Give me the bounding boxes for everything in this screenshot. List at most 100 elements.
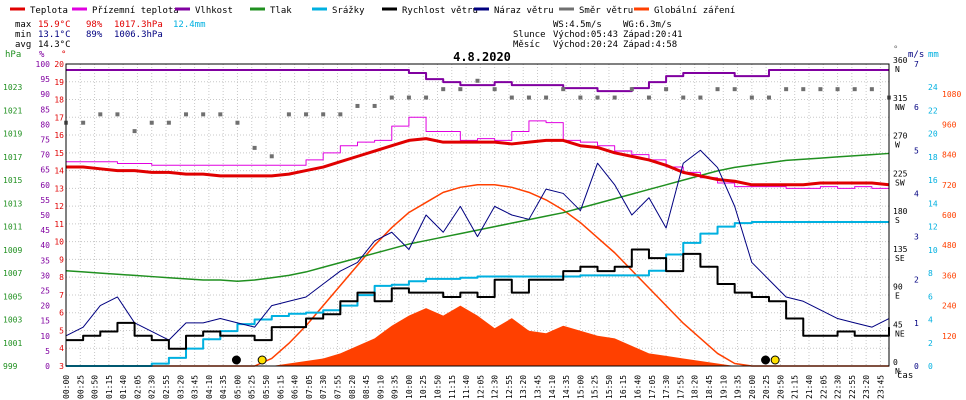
series-wind-direction-point xyxy=(732,87,737,92)
tick-rain: 4 xyxy=(928,316,933,325)
tick-deg: 135 xyxy=(893,245,908,254)
series-wind-direction-point xyxy=(509,95,514,100)
series-wind-direction-point xyxy=(166,120,171,125)
x-tick-label: 05:25 xyxy=(248,375,257,399)
series-wind-direction-point xyxy=(201,112,206,117)
tick-rain: 20 xyxy=(928,130,938,139)
chart-title: 4.8.2020 xyxy=(453,50,511,64)
series-wind-direction-point xyxy=(286,112,291,117)
x-tick-label: 00:00 xyxy=(62,375,71,399)
tick-temp: 11 xyxy=(54,220,64,229)
tick-dir: NE xyxy=(895,329,905,338)
tick-deg: 45 xyxy=(893,320,903,329)
x-tick-label: 02:05 xyxy=(133,375,142,399)
tick-wind: 1 xyxy=(914,319,919,328)
tick-dir: S xyxy=(895,216,900,225)
tick-temp: 19 xyxy=(54,78,64,87)
series-wind-speed xyxy=(66,248,890,350)
tick-temp: 8 xyxy=(59,273,64,282)
tick-pct: 95 xyxy=(40,75,50,84)
legend: Teplota Přízemní teplota Vlhkost Tlak Srážky… xyxy=(10,6,735,16)
tick-deg: 180 xyxy=(893,207,908,216)
tick-deg: 90 xyxy=(893,283,903,292)
tick-hpa: 1001 xyxy=(3,339,22,348)
tick-temp: 18 xyxy=(54,96,64,105)
x-tick-label: 08:20 xyxy=(348,375,357,399)
legend-label-6: Náraz větru xyxy=(494,6,554,16)
x-tick-label: 23:45 xyxy=(876,375,885,399)
series-wind-direction-point xyxy=(218,112,223,117)
x-tick-label: 20:25 xyxy=(762,375,771,399)
unit-wind: m/s xyxy=(908,50,924,60)
series-wind-direction-point xyxy=(852,87,857,92)
unit-hpa: hPa xyxy=(5,50,21,60)
tick-hpa: 1015 xyxy=(3,176,22,185)
series-wind-direction-point xyxy=(235,120,240,125)
legend-label-7: Směr větru xyxy=(579,6,633,16)
tick-rain: 22 xyxy=(928,106,938,115)
unit-time: čas xyxy=(897,370,913,381)
x-tick-label: 06:15 xyxy=(276,375,285,399)
tick-rain: 0 xyxy=(928,362,933,371)
x-tick-label: 02:30 xyxy=(148,375,157,399)
tick-pct: 70 xyxy=(40,151,50,160)
x-tick-label: 14:10 xyxy=(548,375,557,399)
x-tick-label: 15:50 xyxy=(605,375,614,399)
tick-deg: 315 xyxy=(893,94,908,103)
tick-pct: 35 xyxy=(40,256,50,265)
stat-avg-label: avg xyxy=(15,40,31,50)
series-wind-direction-point xyxy=(441,87,446,92)
moon-set: Západ:4:58 xyxy=(623,40,677,50)
tick-temp: 10 xyxy=(54,238,64,247)
series-wind-direction-point xyxy=(458,87,463,92)
series-temperature xyxy=(66,137,890,187)
series-wind-direction-point xyxy=(629,87,634,92)
tick-rain: 10 xyxy=(928,246,938,255)
series-wind-direction-point xyxy=(544,95,549,100)
x-tick-label: 03:45 xyxy=(191,375,200,399)
x-tick-label: 12:30 xyxy=(491,375,500,399)
marker-sunset xyxy=(770,355,780,365)
stat-max-label: max xyxy=(15,20,32,30)
stat-min-label: min xyxy=(15,30,31,40)
tick-rain: 2 xyxy=(928,339,933,348)
tick-rad: 840 xyxy=(942,151,957,160)
tick-hpa: 1017 xyxy=(3,153,22,162)
series-wind-direction-point xyxy=(646,95,651,100)
tick-temp: 15 xyxy=(54,149,64,158)
tick-pct: 90 xyxy=(40,90,50,99)
x-tick-label: 14:35 xyxy=(562,375,571,399)
tick-rain: 18 xyxy=(928,153,938,162)
series-wind-direction-point xyxy=(835,87,840,92)
marker-moonset xyxy=(231,355,241,365)
tick-dir: SE xyxy=(895,254,905,263)
series-wind-direction-point xyxy=(149,120,154,125)
tick-wind: 0 xyxy=(914,362,919,371)
markers xyxy=(231,355,780,365)
x-tick-label: 10:00 xyxy=(405,375,414,399)
tick-wind: 5 xyxy=(914,146,919,155)
unit-deg: ° xyxy=(893,45,898,55)
series-wind-direction-point xyxy=(526,95,531,100)
tick-hpa: 1009 xyxy=(3,246,22,255)
tick-temp: 6 xyxy=(59,309,64,318)
marker-moonrise xyxy=(761,355,771,365)
series-wind-direction-point xyxy=(595,95,600,100)
series-wind-direction-point xyxy=(612,95,617,100)
series-wind-direction-point xyxy=(561,87,566,92)
tick-rain: 14 xyxy=(928,199,938,208)
tick-wind: 4 xyxy=(914,189,919,198)
x-tick-label: 12:55 xyxy=(505,375,514,399)
tick-deg: 360 xyxy=(893,56,908,65)
tick-rad: 1080 xyxy=(942,90,961,99)
tick-pct: 60 xyxy=(40,181,50,190)
x-tick-label: 10:25 xyxy=(419,375,428,399)
tick-temp: 14 xyxy=(54,167,64,176)
series-wind-direction-point xyxy=(115,112,120,117)
x-tick-label: 07:30 xyxy=(319,375,328,399)
x-tick-label: 21:40 xyxy=(805,375,814,399)
tick-pct: 80 xyxy=(40,120,50,129)
tick-rain: 6 xyxy=(928,292,933,301)
x-tick-label: 11:40 xyxy=(462,375,471,399)
tick-hpa: 999 xyxy=(3,362,18,371)
